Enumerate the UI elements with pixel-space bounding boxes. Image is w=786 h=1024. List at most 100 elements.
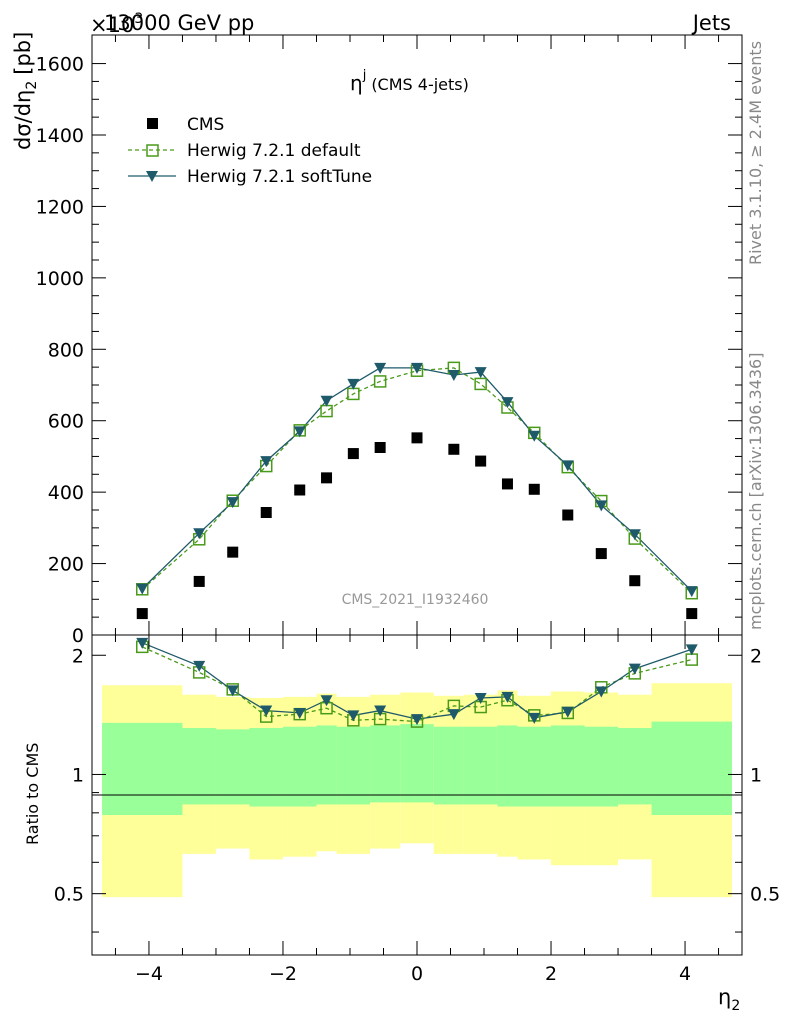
ratio-softtune-point <box>528 712 541 724</box>
ratio-bands <box>102 683 732 898</box>
legend-marker-cms <box>147 118 158 129</box>
legend-marker-softtune <box>146 171 158 182</box>
ratio-y-tick-label: 2 <box>72 645 84 667</box>
ratio-y-ticks: 0.5 0.5 1 1 2 2 <box>54 645 780 933</box>
softtune-point <box>474 367 487 379</box>
main-title: ηj (CMS 4-jets) <box>350 68 469 95</box>
ratio-y-tick-label: 1 <box>750 764 762 786</box>
x-axis-label: η2 <box>718 985 740 1014</box>
softtune-line <box>141 367 693 592</box>
cms-point <box>136 608 148 620</box>
main-title-eta: η <box>350 71 363 95</box>
ratio-softtune-point <box>293 707 306 719</box>
ratio-band-green <box>497 725 518 807</box>
cms-point <box>629 575 641 587</box>
main-y-tick-label: 600 <box>48 411 84 433</box>
ratio-softtune-point <box>226 685 239 697</box>
cms-point <box>260 507 272 518</box>
main-y-tick-label: 200 <box>48 554 84 576</box>
ratio-band-green <box>316 725 337 805</box>
main-y-tick-label: 800 <box>48 339 84 361</box>
ratio-softtune-point <box>447 709 460 721</box>
ratio-softtune-point <box>411 714 423 726</box>
main-y-tick-label: 400 <box>48 482 84 504</box>
legend-marker-default <box>146 144 159 157</box>
ratio-x-ticks: −4 −2 0 2 4 <box>114 635 720 985</box>
legend: CMS Herwig 7.2.1 default Herwig 7.2.1 so… <box>128 115 372 187</box>
default-line <box>141 367 693 594</box>
ratio-band-green <box>102 722 183 815</box>
ratio-y-tick-label: 0.5 <box>54 884 84 906</box>
main-title-suffix: (CMS 4-jets) <box>371 75 469 94</box>
cms-point <box>595 548 607 560</box>
legend-label-softtune: Herwig 7.2.1 softTune <box>187 167 372 187</box>
softtune-point <box>193 528 206 540</box>
cms-point <box>448 443 460 455</box>
ratio-band-green <box>433 726 464 805</box>
main-y-tick-label: 1200 <box>36 196 84 218</box>
ratio-band-green <box>215 729 250 805</box>
cms-point <box>374 442 386 453</box>
softtune-point <box>411 362 423 374</box>
watermark: CMS_2021_I1932460 <box>342 592 489 608</box>
softtune-point <box>260 456 273 468</box>
cms-point <box>294 484 306 496</box>
ratio-y-tick-label: 2 <box>750 645 762 667</box>
cms-point <box>227 546 239 558</box>
ratio-panel: 0.5 0.5 1 1 2 2 −4 −2 0 2 4 Ratio to CMS <box>23 634 780 985</box>
x-axis-label-sub: 2 <box>731 998 740 1014</box>
ratio-softtune-point <box>501 691 514 703</box>
ratio-softtune-point <box>595 686 608 698</box>
main-x-ticks <box>114 35 720 635</box>
ratio-band-green <box>182 728 216 805</box>
default-point <box>347 387 360 401</box>
ratio-band-green <box>336 726 371 805</box>
x-axis-label-main: η <box>718 985 731 1009</box>
softtune-point <box>347 378 360 390</box>
ratio-y-tick-label: 0.5 <box>750 884 780 906</box>
default-point <box>373 375 387 388</box>
cms-point <box>347 448 359 460</box>
ratio-band-green <box>551 725 585 807</box>
softtune-point <box>595 500 608 512</box>
ratio-band-green <box>282 726 317 807</box>
ratio-x-tick-label: −2 <box>269 963 297 985</box>
ratio-softtune-point <box>628 663 641 675</box>
softtune-point <box>447 370 460 381</box>
main-y-tick-label: 0 <box>72 625 84 647</box>
ratio-softtune-point <box>136 637 149 649</box>
ratio-band-green <box>651 721 732 815</box>
softtune-point <box>685 586 698 598</box>
y-exponent: ×103 <box>90 11 143 37</box>
ratio-softtune-point <box>374 705 387 717</box>
softtune-point <box>136 583 149 595</box>
ratio-softtune-point <box>347 710 360 722</box>
main-y-tick-label: 1000 <box>36 268 84 290</box>
ratio-x-tick-label: 2 <box>545 963 557 985</box>
ratio-softtune-point <box>260 705 273 717</box>
mcplots-label: mcplots.cern.ch [arXiv:1306.3436] <box>746 353 765 630</box>
ratio-y-tick-label: 1 <box>72 764 84 786</box>
ratio-band-green <box>618 728 652 805</box>
softtune-point <box>320 395 333 407</box>
rivet-label: Rivet 3.1.10, ≥ 2.4M events <box>746 41 765 265</box>
ratio-y-axis-label: Ratio to CMS <box>23 743 42 845</box>
ratio-default-point <box>685 653 698 666</box>
ratio-series <box>136 637 698 728</box>
softtune-point <box>628 529 641 541</box>
ratio-x-tick-label: −4 <box>135 963 163 985</box>
main-y-tick-label: 1400 <box>36 125 84 147</box>
main-y-tick-label: 1600 <box>36 54 84 76</box>
cms-point <box>686 608 698 620</box>
ratio-band-green <box>249 728 283 807</box>
default-point <box>320 404 333 418</box>
y-axis-label: dσ/dη2 [pb] <box>11 32 40 150</box>
legend-label-cms: CMS <box>187 115 224 135</box>
y-axis-label-main: dσ/dη <box>11 90 35 150</box>
header-right: Jets <box>691 11 731 35</box>
main-panel: 0 200 400 600 800 1000 1200 1400 1600 ηj (CMS 4-j… <box>11 32 743 647</box>
cms-point <box>562 509 574 521</box>
cms-point <box>528 483 540 495</box>
y-exponent-base: ×10 <box>90 13 134 37</box>
